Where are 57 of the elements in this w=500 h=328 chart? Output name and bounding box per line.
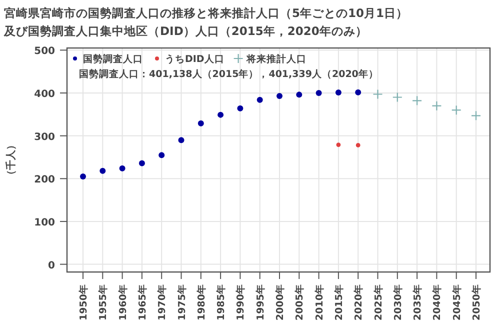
x-tick-label: 1970年 (156, 284, 168, 320)
point (336, 142, 341, 147)
legend-label: 将来推計人口 (245, 53, 306, 65)
y-tick-label: 100 (34, 217, 56, 228)
x-tick-label: 1985年 (215, 284, 228, 320)
x-tick-label: 1975年 (176, 284, 188, 320)
point (256, 96, 263, 103)
x-tick-label: 2010年 (313, 284, 326, 320)
point (412, 96, 422, 106)
point (276, 92, 282, 99)
point (392, 92, 402, 102)
x-tick-label: 2000年 (274, 284, 286, 320)
x-tick-label: 2030年 (392, 284, 404, 320)
point (100, 168, 106, 174)
point (355, 89, 362, 96)
x-tick-label: 1955年 (97, 284, 110, 320)
point (432, 100, 442, 111)
point (237, 105, 244, 112)
point (316, 90, 322, 96)
legend-label: うちDID人口 (165, 53, 224, 65)
annotation: 国勢調査人口：401,138人（2015年），401,339人（2020年） (79, 68, 378, 80)
y-tick-label: 400 (34, 88, 56, 100)
x-tick-label: 1980年 (195, 284, 208, 320)
y-axis-title: （千人） (5, 140, 17, 180)
point (198, 120, 204, 126)
chart-subtitle: 及び国勢調査人口集中地区（DID）人口（2015年，2020年のみ） (3, 24, 368, 38)
y-tick-label: 200 (34, 174, 56, 186)
x-tick-label: 1960年 (116, 284, 129, 320)
point (296, 92, 302, 98)
x-tick-label: 2040年 (431, 284, 444, 320)
y-tick-label: 0 (48, 260, 56, 272)
x-tick-label: 1950年 (78, 284, 90, 320)
point (178, 137, 184, 144)
x-tick-label: 2005年 (294, 284, 306, 320)
point (356, 143, 360, 148)
point (470, 110, 482, 121)
legend-label: 国勢調査人口 (83, 53, 143, 65)
x-tick-label: 2050年 (470, 284, 482, 320)
chart-title: 宮崎県宮崎市の国勢調査人口の推移と将来推計人口（5年ごとの10月1日） (4, 6, 408, 20)
point (335, 89, 342, 96)
x-tick-label: 2020年 (352, 284, 365, 320)
point (119, 165, 126, 172)
point (372, 89, 383, 100)
x-tick-label: 1990年 (234, 284, 247, 320)
point (80, 173, 86, 180)
point (158, 152, 165, 158)
x-tick-label: 2015年 (332, 284, 345, 320)
y-tick-label: 300 (34, 132, 56, 143)
point (138, 160, 145, 166)
x-tick-label: 2045年 (450, 284, 463, 320)
x-tick-label: 2025年 (372, 284, 384, 320)
x-tick-label: 1965年 (136, 284, 148, 320)
point (218, 112, 224, 118)
x-tick-label: 2035年 (412, 284, 424, 320)
y-tick-label: 500 (34, 46, 56, 58)
point (451, 105, 462, 116)
x-tick-label: 1995年 (254, 284, 266, 320)
